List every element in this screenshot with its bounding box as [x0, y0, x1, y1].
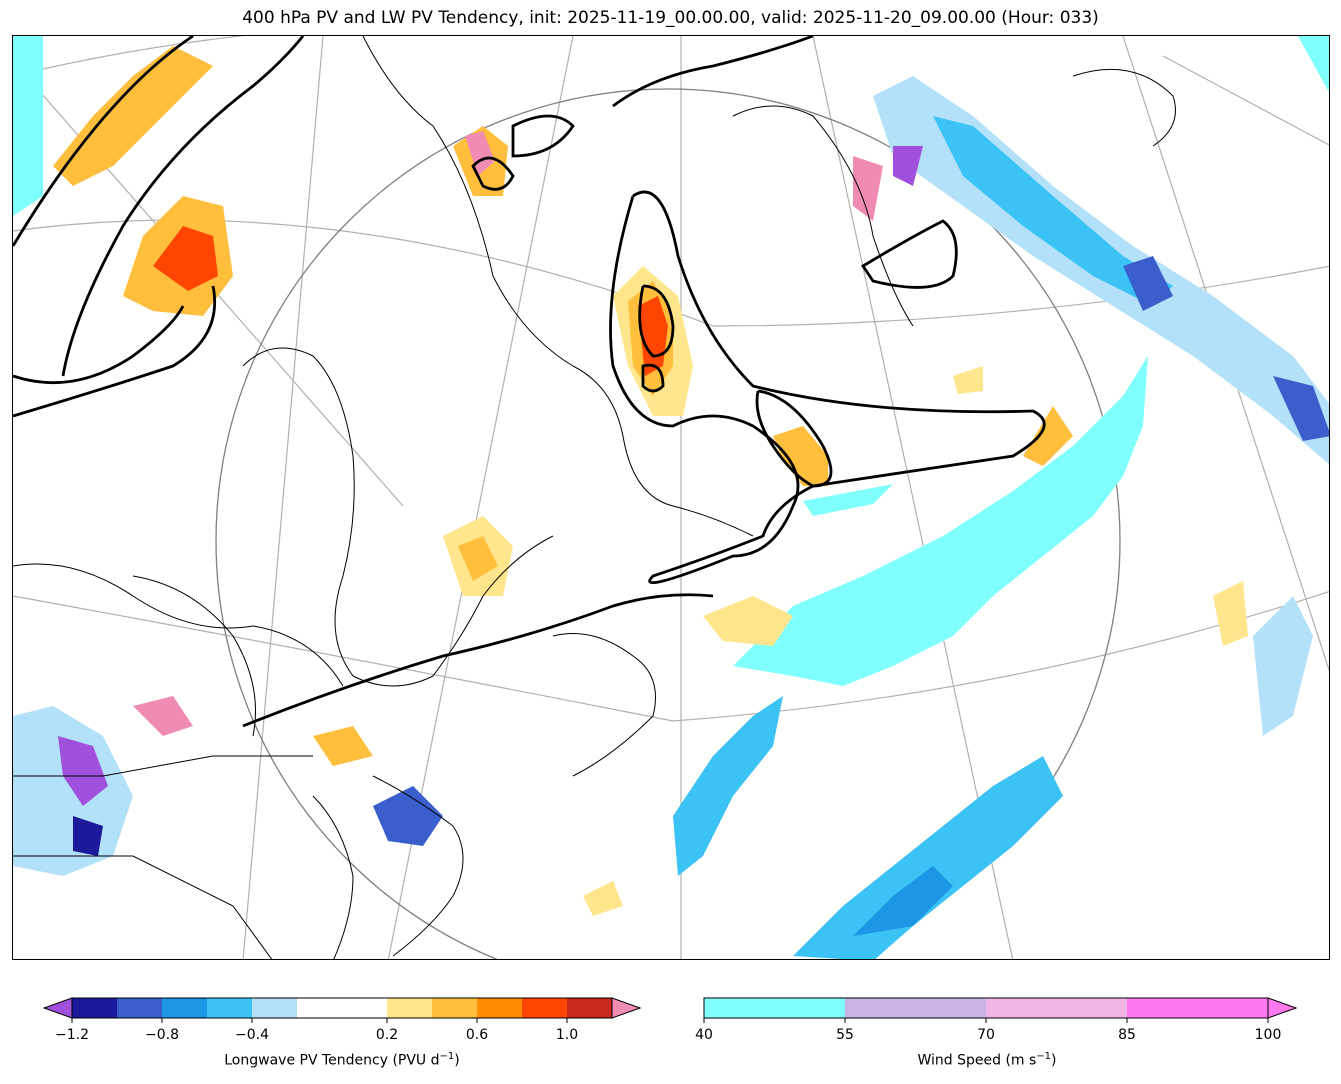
- pv-tendency-colorbar-color-segment: [477, 998, 522, 1018]
- wind-speed-colorbar-color-segment: [845, 998, 986, 1018]
- pv-tendency-colorbar-tick-label: −0.8: [145, 1027, 179, 1043]
- pv-tendency-colorbar-color-segment: [117, 998, 162, 1018]
- pv-tendency-colorbar-color-segment: [522, 998, 567, 1018]
- wind-speed-label-text: Wind Speed (m s: [917, 1052, 1037, 1069]
- wind-speed-colorbar-tick-label: 40: [695, 1027, 713, 1043]
- map-canvas: [13, 36, 1329, 959]
- wind-speed-label-close: ): [1051, 1052, 1057, 1069]
- pv-tendency-colorbar-tick-label: −1.2: [55, 1027, 89, 1043]
- wind-speed-shading: [13, 36, 1329, 686]
- wind-speed-colorbar-color-segment: [1127, 998, 1268, 1018]
- wind-speed-colorbar-color-segment: [704, 998, 845, 1018]
- wind-speed-colorbar-tick-label: 70: [977, 1027, 995, 1043]
- projection-circle: [215, 88, 1121, 959]
- pv-tendency-colorbar-outline: [71, 997, 613, 1019]
- pv-tendency-colorbar-color-segment: [207, 998, 252, 1018]
- wind-speed-colorbar-over-extension: [1267, 997, 1298, 1019]
- pv-tendency-colorbar-graphic: −1.2 −0.8 −0.4 0.2 0.6 1.0: [42, 997, 642, 1043]
- pv-tendency-colorbar-color-segment: [432, 998, 477, 1018]
- pv-tendency-colorbar-color-segment: [297, 998, 387, 1018]
- pv-tendency-colorbar-color-segment: [72, 998, 117, 1018]
- pv-tendency-colorbar-tick-label: −0.4: [235, 1027, 269, 1043]
- pv-tendency-colorbar-label: Longwave PV Tendency (PVU d−1): [44, 1051, 640, 1069]
- pv-tendency-colorbar-color-segment: [162, 998, 207, 1018]
- wind-speed-colorbar-tick-label: 85: [1118, 1027, 1136, 1043]
- graticule: [13, 36, 1329, 959]
- chart-title: 400 hPa PV and LW PV Tendency, init: 202…: [242, 8, 1099, 28]
- pv-tendency-label-text: Longwave PV Tendency (PVU d: [224, 1052, 440, 1069]
- coastlines: [13, 36, 1176, 959]
- pv-contours: [13, 36, 1046, 728]
- wind-speed-colorbar: 40 55 70 85 100: [695, 996, 1300, 1056]
- pv-tendency-label-close: ): [454, 1052, 460, 1069]
- wind-speed-colorbar-color-segment: [986, 998, 1127, 1018]
- pv-tendency-label-exponent: −1: [439, 1051, 455, 1062]
- wind-speed-colorbar-tick-label: 55: [836, 1027, 854, 1043]
- pv-tendency-colorbar-under-extension: [42, 997, 73, 1019]
- pv-tendency-colorbar-over-extension: [611, 997, 642, 1019]
- wind-speed-colorbar-tick-label: 100: [1255, 1027, 1282, 1043]
- pv-tendency-colorbar-color-segment: [387, 998, 432, 1018]
- pv-tendency-colorbar-color-segment: [252, 998, 297, 1018]
- pv-tendency-colorbar: −1.2 −0.8 −0.4 0.2 0.6 1.0: [42, 996, 644, 1056]
- wind-speed-label-exponent: −1: [1036, 1051, 1052, 1062]
- pv-tendency-colorbar-color-segment: [567, 998, 612, 1018]
- negative-tendency-shading: [13, 76, 1329, 959]
- wind-speed-colorbar-label: Wind Speed (m s−1): [704, 1051, 1270, 1069]
- map-panel: [12, 35, 1330, 960]
- wind-speed-colorbar-graphic: 40 55 70 85 100: [695, 997, 1298, 1043]
- pv-tendency-colorbar-tick-label: 1.0: [556, 1027, 578, 1043]
- pv-tendency-colorbar-tick-label: 0.2: [376, 1027, 398, 1043]
- pv-tendency-colorbar-tick-label: 0.6: [466, 1027, 488, 1043]
